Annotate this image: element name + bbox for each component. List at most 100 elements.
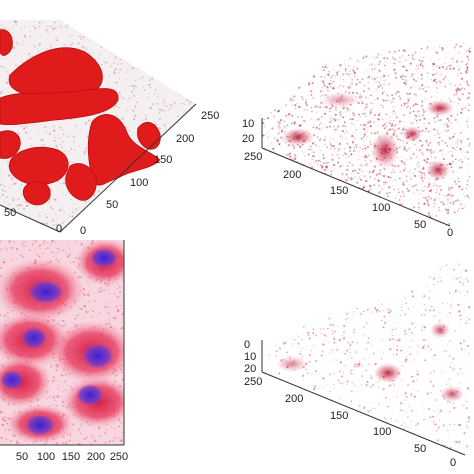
point [353,146,356,149]
point [405,84,407,87]
point [52,219,55,222]
point [363,128,366,131]
point [354,74,356,77]
point [449,187,452,190]
point [1,416,4,419]
point [454,47,456,49]
point [400,160,402,162]
point [290,97,292,100]
point [354,72,356,74]
point [369,120,371,122]
point [439,81,442,84]
point [455,43,458,46]
point [370,143,372,146]
point [120,91,122,93]
point [439,185,441,188]
point [317,87,319,88]
point [429,276,431,279]
point [33,123,36,126]
point [10,246,14,250]
point [356,181,359,184]
tick-label: 0 [56,223,62,235]
point [338,339,341,342]
point [394,62,396,64]
point [427,144,430,147]
top-left-cells [0,29,161,206]
point [419,193,421,195]
point [4,428,7,431]
point [455,142,457,144]
point [305,345,307,347]
point [455,88,458,92]
point [356,120,358,122]
point [436,87,439,90]
point [409,107,412,110]
point [87,119,90,122]
point [467,109,470,112]
tick-label: 20 [242,133,254,145]
point [324,143,326,145]
point [316,106,318,108]
point [420,62,423,65]
point [105,428,108,431]
point [456,277,459,280]
point [459,314,462,317]
point [439,419,441,421]
point [468,143,471,146]
point [369,402,370,404]
bottom-right-points [262,258,471,450]
point [320,149,322,151]
point [39,138,42,140]
point [351,78,354,81]
point [450,163,453,166]
point [395,135,398,138]
point [368,363,371,366]
point [447,350,449,352]
point [411,375,414,378]
top-right-left-axis [261,147,451,227]
point [375,88,377,90]
point [64,323,67,326]
point [428,337,430,339]
point [432,415,435,418]
point [31,55,34,58]
point [317,159,320,162]
point [356,78,359,81]
point [381,188,383,190]
point [403,81,406,84]
point [157,96,160,98]
point [392,354,395,356]
point [437,439,440,442]
point [294,107,297,110]
point [415,379,418,381]
point [444,62,446,64]
tick-label: 0 [447,227,453,239]
point [359,147,361,149]
point [119,305,122,307]
point [43,240,45,243]
point [300,356,302,358]
point [400,402,402,405]
point [457,121,459,123]
point [93,194,96,197]
point [119,68,122,71]
point [363,132,365,134]
point [151,77,153,80]
point [461,372,463,374]
point [307,153,310,156]
point [37,212,39,214]
point [288,153,291,156]
point [426,47,429,50]
point [443,444,446,447]
point [434,354,436,356]
point [81,46,84,49]
point [72,161,75,164]
point [61,146,63,149]
point [358,102,360,104]
point [321,333,323,335]
point [343,152,346,154]
point [378,403,380,405]
point [424,339,427,342]
point [467,126,469,128]
point [341,129,345,133]
